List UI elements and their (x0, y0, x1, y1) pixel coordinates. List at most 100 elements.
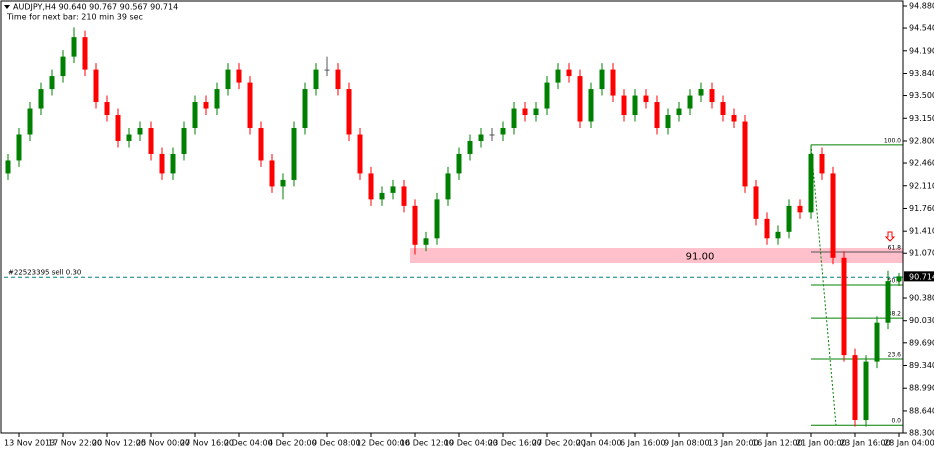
fib-level-label: 61.8 (888, 244, 902, 251)
candle-body (335, 69, 341, 90)
candle-body (291, 128, 297, 180)
candle-body (126, 134, 132, 141)
candle-body (71, 37, 77, 57)
x-tick-label: 12 Dec 00:00 (356, 439, 410, 448)
support-zone (410, 248, 903, 263)
fib-level-label: 50.0 (888, 278, 902, 285)
x-tick-label: 20 Nov 12:00 (92, 439, 146, 448)
candle-body (412, 205, 418, 245)
candle-body (445, 173, 451, 200)
candle-body (192, 102, 198, 128)
sell-arrow (884, 231, 896, 242)
candle-body (5, 160, 11, 174)
collapse-icon[interactable] (4, 5, 10, 9)
candle-body (60, 56, 66, 77)
x-tick-label: 9 Dec 08:00 (312, 439, 361, 448)
y-tick-label: 92.800 (909, 136, 934, 145)
candle-body (566, 69, 572, 77)
candle-body (456, 153, 462, 174)
y-tick-label: 91.410 (909, 227, 934, 236)
candle-body (203, 102, 209, 109)
candle-body (885, 281, 891, 323)
candle-body (148, 128, 154, 154)
candle-body (632, 95, 638, 116)
candle-body (841, 257, 847, 356)
candle-body (214, 89, 220, 109)
candle-body (170, 153, 176, 174)
x-tick-label: 23 Dec 16:00 (488, 439, 542, 448)
candle-body (698, 89, 704, 96)
candle-body (511, 108, 517, 128)
fib-level-label: 0.0 (891, 418, 901, 425)
candle-body (753, 186, 759, 219)
candle-body (16, 134, 22, 161)
candle-body (775, 231, 781, 239)
candle-body (819, 153, 825, 174)
candle-body (830, 173, 836, 258)
y-tick-label: 93.840 (909, 69, 934, 78)
y-tick-label: 94.190 (909, 46, 934, 55)
candle-body (181, 128, 187, 154)
x-tick-label: 9 Jan 08:00 (664, 439, 710, 448)
y-tick-label: 94.880 (909, 2, 934, 11)
y-tick-label: 91.760 (909, 204, 934, 213)
candle-body (324, 69, 330, 71)
fib-level-label: 100.0 (884, 137, 901, 144)
x-tick-label: 16 Dec 12:00 (400, 439, 454, 448)
candle-body (379, 192, 385, 200)
x-tick-label: 16 Jan 12:00 (752, 439, 803, 448)
candle-body (104, 102, 110, 116)
x-tick-label: 17 Nov 22:00 (48, 439, 102, 448)
candle-body (874, 322, 880, 362)
y-tick-label: 92.460 (909, 159, 934, 168)
order-label: #22523395 sell 0.30 (8, 268, 81, 276)
candle-body (258, 128, 264, 161)
candle-body (313, 69, 319, 90)
candle-body (423, 238, 429, 245)
candle-body (764, 218, 770, 239)
candle-body (49, 76, 55, 90)
candle-body (786, 205, 792, 232)
candle-body (599, 69, 605, 90)
candle-body (489, 134, 495, 136)
x-tick-label: 13 Nov 2013 (4, 439, 55, 448)
zone-label: 91.00 (686, 252, 715, 263)
bar-timer: Time for next bar: 210 min 39 sec (6, 13, 143, 22)
candle-body (577, 76, 583, 122)
x-tick-label: 2 Dec 04:00 (224, 439, 273, 448)
candle-body (500, 128, 506, 135)
candle-body (610, 69, 616, 96)
plot-frame (0, 0, 904, 434)
x-tick-label: 27 Nov 16:00 (180, 439, 234, 448)
candle-body (555, 69, 561, 83)
candle-body (852, 355, 858, 421)
x-tick-label: 4 Dec 20:00 (268, 439, 317, 448)
candle-body (863, 361, 869, 421)
x-tick-label: 2 Jan 04:00 (576, 439, 622, 448)
candle-body (269, 160, 275, 187)
price-tag-label: 90.714 (909, 272, 934, 281)
y-tick-label: 91.070 (909, 249, 934, 258)
candle-body (225, 69, 231, 90)
candle-body (27, 108, 33, 135)
y-tick-label: 90.380 (909, 294, 934, 303)
x-tick-label: 6 Jan 16:00 (620, 439, 666, 448)
fib-level-label: 23.6 (888, 352, 902, 359)
x-tick-label: 21 Jan 00:00 (796, 439, 847, 448)
x-tick-label: 19 Dec 04:00 (444, 439, 498, 448)
candle-body (665, 115, 671, 128)
y-tick-label: 93.150 (909, 114, 934, 123)
candle-body (467, 140, 473, 154)
y-tick-label: 94.540 (909, 24, 934, 33)
candle-body (720, 102, 726, 116)
x-tick-label: 27 Dec 20:00 (532, 439, 586, 448)
candle-body (621, 95, 627, 116)
candle-body (808, 153, 814, 213)
y-tick-label: 90.030 (909, 316, 934, 325)
candle-body (280, 179, 286, 187)
fib-level-label: 38.2 (888, 311, 902, 318)
candle-body (401, 186, 407, 206)
candle-body (390, 186, 396, 193)
